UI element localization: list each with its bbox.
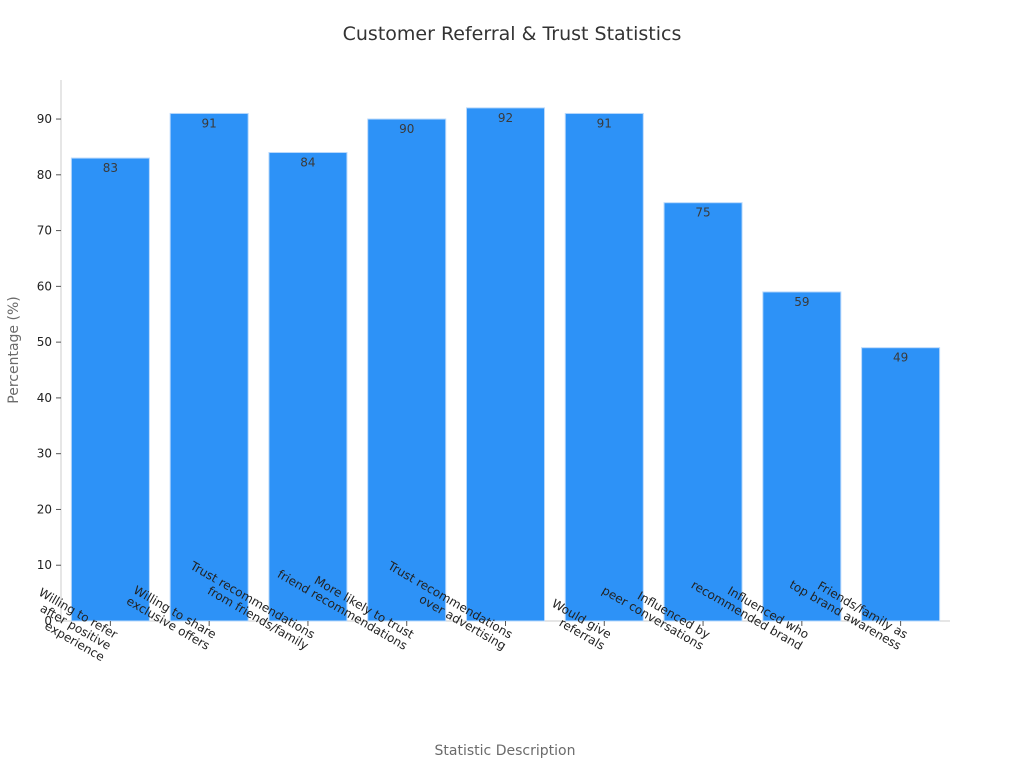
y-tick-label: 10 [37,558,52,572]
bar-value-label: 49 [893,351,908,365]
chart-title: Customer Referral & Trust Statistics [343,23,682,45]
y-axis-label: Percentage (%) [6,296,22,403]
y-tick-label: 0 [44,614,52,628]
bar-value-label: 59 [794,295,809,309]
bar [861,347,941,622]
bar [70,157,150,622]
y-tick-label: 50 [37,335,52,349]
y-tick-label: 60 [37,279,52,293]
y-tick-label: 70 [37,224,52,238]
y-tick-label: 30 [37,447,52,461]
y-tick-label: 90 [37,112,52,126]
bar-value-label: 91 [597,116,612,130]
bar [466,107,545,622]
bar-value-label: 75 [695,206,710,220]
bar [762,291,842,622]
bar [564,112,644,622]
bar-value-label: 84 [300,156,315,170]
bar [367,118,447,622]
bar-value-label: 90 [399,122,414,136]
y-tick-label: 20 [37,502,52,516]
y-tick-label: 80 [37,168,52,182]
x-axis-label: Statistic Description [435,743,576,759]
bar [169,112,249,622]
y-tick-label: 40 [37,391,52,405]
bar [663,202,743,622]
bar [268,152,348,622]
bar-value-label: 91 [202,116,217,130]
bar-value-label: 83 [103,161,118,175]
bar-value-label: 92 [498,111,513,125]
